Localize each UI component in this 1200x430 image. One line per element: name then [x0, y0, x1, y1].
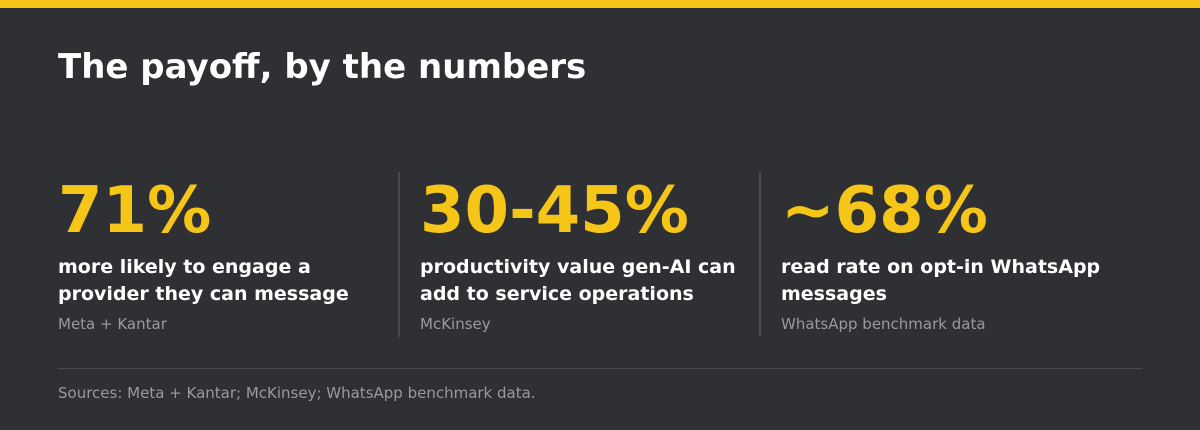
footer-sources: Sources: Meta + Kantar; McKinsey; WhatsA…: [58, 384, 536, 402]
stat-description: productivity value gen-AI can add to ser…: [420, 256, 736, 305]
stat-source: McKinsey: [420, 315, 491, 333]
stats-row: 71% more likely to engage a provider the…: [58, 172, 1142, 337]
title: The payoff, by the numbers: [58, 47, 587, 87]
stat: 71% more likely to engage a provider the…: [58, 172, 398, 337]
stat-value: ~68%: [781, 174, 988, 248]
stat-description: more likely to engage a provider they ca…: [58, 256, 349, 305]
stat-source: WhatsApp benchmark data: [781, 315, 986, 333]
stat-value: 71%: [58, 174, 212, 248]
stat-source: Meta + Kantar: [58, 315, 167, 333]
accent-bar: [0, 0, 1200, 8]
stat: ~68% read rate on opt-in WhatsApp messag…: [759, 172, 1120, 337]
stat: 30-45% productivity value gen-AI can add…: [398, 172, 759, 337]
divider: [58, 368, 1142, 369]
stat-value: 30-45%: [420, 174, 689, 248]
stat-description: read rate on opt-in WhatsApp messages: [781, 256, 1101, 305]
